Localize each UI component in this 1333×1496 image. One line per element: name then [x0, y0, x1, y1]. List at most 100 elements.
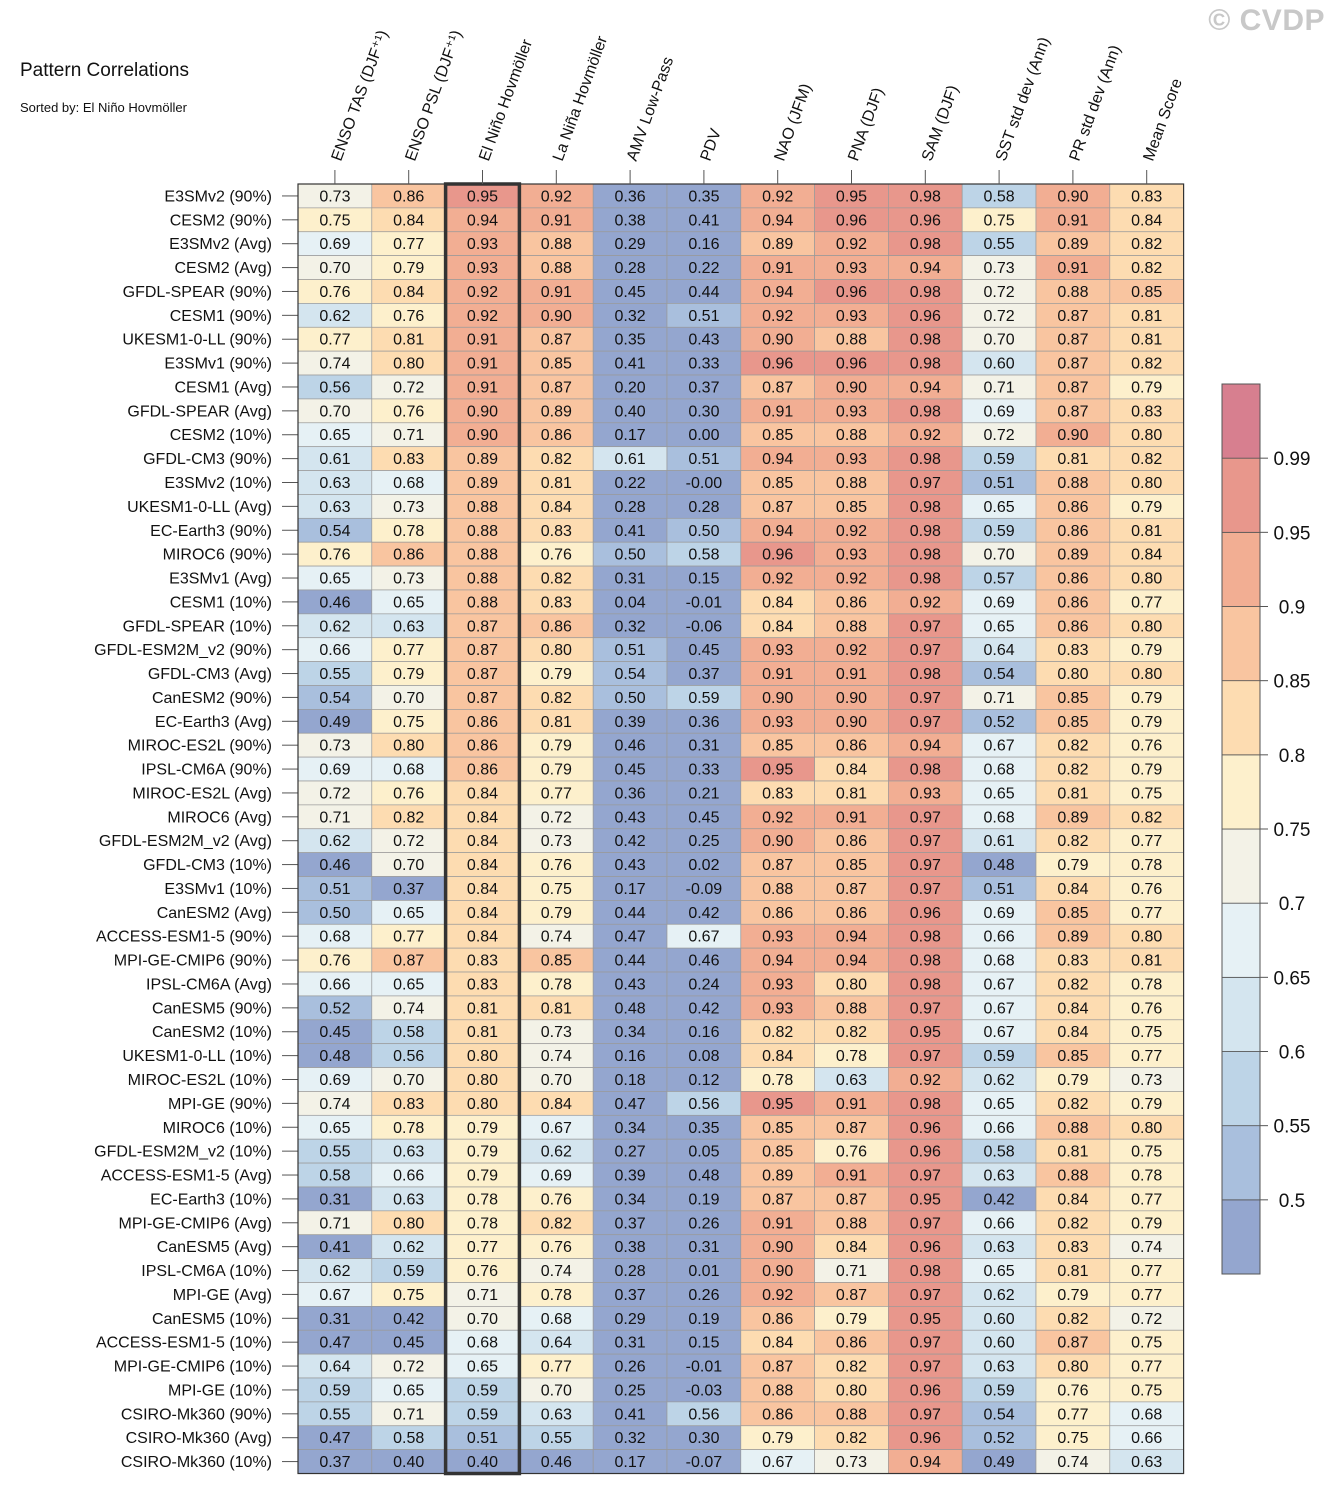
cell-value: 0.76 — [836, 1144, 867, 1161]
cell-value: 0.63 — [541, 1406, 572, 1423]
cell-value: 0.50 — [615, 547, 646, 564]
cell-value: 0.42 — [688, 1000, 719, 1017]
cell-value: 0.88 — [762, 881, 793, 898]
cell-value: 0.71 — [467, 1287, 498, 1304]
cell-value: 0.75 — [1131, 1024, 1162, 1041]
cell-value: 0.45 — [615, 284, 646, 301]
cell-value: 0.55 — [984, 236, 1015, 253]
cell-value: 0.96 — [910, 1144, 941, 1161]
cell-value: 0.91 — [836, 1168, 867, 1185]
cell-value: 0.86 — [393, 547, 424, 564]
cell-value: 0.32 — [615, 618, 646, 635]
column-header: ENSO TAS (DJF⁺¹) — [329, 28, 392, 163]
cell-value: 0.80 — [1131, 475, 1162, 492]
colorbar-swatch — [1221, 902, 1261, 978]
cell-value: 0.72 — [393, 1359, 424, 1376]
cell-value: 0.80 — [1131, 666, 1162, 683]
column-header: SST std dev (Ann) — [993, 35, 1054, 163]
cell-value: 0.96 — [910, 1239, 941, 1256]
cell-value: 0.80 — [467, 1048, 498, 1065]
cell-value: 0.51 — [319, 881, 350, 898]
cell-value: 0.37 — [688, 666, 719, 683]
cell-value: 0.83 — [762, 785, 793, 802]
cell-value: 0.71 — [319, 809, 350, 826]
colorbar-swatch — [1221, 383, 1261, 459]
cell-value: 0.26 — [688, 1287, 719, 1304]
cell-value: 0.93 — [467, 260, 498, 277]
cell-value: 0.74 — [319, 356, 350, 373]
colorbar-swatch — [1221, 754, 1261, 830]
cell-value: 0.68 — [393, 762, 424, 779]
cell-value: 0.95 — [910, 1311, 941, 1328]
cell-value: 0.76 — [541, 1239, 572, 1256]
cell-value: 0.43 — [615, 809, 646, 826]
cell-value: 0.68 — [541, 1311, 572, 1328]
cell-value: 0.37 — [615, 1287, 646, 1304]
cell-value: 0.96 — [762, 356, 793, 373]
cell-value: 0.74 — [1131, 1239, 1162, 1256]
cell-value: 0.20 — [615, 379, 646, 396]
cell-value: 0.70 — [393, 690, 424, 707]
row-label: MIROC6 (10%) — [163, 1120, 272, 1137]
cell-value: 0.40 — [393, 1454, 424, 1471]
cell-value: 0.91 — [1057, 260, 1088, 277]
cell-value: 0.47 — [615, 929, 646, 946]
cell-value: 0.59 — [984, 1048, 1015, 1065]
cell-value: 0.46 — [319, 857, 350, 874]
cell-value: 0.84 — [467, 833, 498, 850]
column-header: La Niña Hovmöller — [550, 33, 611, 163]
cell-value: 0.94 — [762, 953, 793, 970]
cell-value: 0.86 — [541, 618, 572, 635]
cell-value: 0.88 — [541, 236, 572, 253]
cell-value: 0.46 — [541, 1454, 572, 1471]
cell-value: 0.96 — [910, 212, 941, 229]
row-label: MIROC-ES2L (Avg) — [132, 785, 272, 802]
cell-value: 0.90 — [836, 714, 867, 731]
cell-value: 0.83 — [1057, 1239, 1088, 1256]
column-header: PR std dev (Ann) — [1067, 43, 1125, 163]
cell-value: 0.88 — [467, 594, 498, 611]
cell-value: 0.70 — [319, 403, 350, 420]
row-label: GFDL-ESM2M_v2 (Avg) — [99, 833, 272, 850]
cell-value: 0.37 — [319, 1454, 350, 1471]
cell-value: 0.54 — [984, 666, 1015, 683]
cell-value: 0.74 — [1057, 1454, 1088, 1471]
cell-value: 0.34 — [615, 1191, 646, 1208]
cell-value: 0.66 — [1131, 1430, 1162, 1447]
cell-value: 0.84 — [467, 785, 498, 802]
cell-value: 0.98 — [910, 762, 941, 779]
cell-value: 0.25 — [615, 1382, 646, 1399]
cell-value: 0.93 — [762, 976, 793, 993]
cell-value: 0.87 — [1057, 403, 1088, 420]
cell-value: 0.85 — [541, 953, 572, 970]
cell-value: 0.77 — [393, 236, 424, 253]
cell-value: 0.45 — [319, 1024, 350, 1041]
cell-value: 0.58 — [319, 1168, 350, 1185]
cell-value: 0.86 — [836, 1335, 867, 1352]
colorbar-label: 0.55 — [1274, 1117, 1311, 1138]
cell-value: 0.73 — [541, 1024, 572, 1041]
cell-value: 0.19 — [688, 1311, 719, 1328]
row-label: GFDL-SPEAR (10%) — [123, 618, 272, 635]
cell-value: 0.79 — [393, 666, 424, 683]
cell-value: 0.98 — [910, 332, 941, 349]
cell-value: 0.24 — [688, 976, 719, 993]
cell-value: 0.77 — [1131, 1359, 1162, 1376]
column-header: SAM (DJF) — [919, 83, 962, 163]
cell-value: 0.65 — [984, 618, 1015, 635]
cell-value: 0.98 — [910, 1096, 941, 1113]
cell-value: 0.62 — [319, 618, 350, 635]
cell-value: 0.92 — [910, 1072, 941, 1089]
cell-value: 0.86 — [541, 427, 572, 444]
cell-value: 0.70 — [319, 260, 350, 277]
cell-value: 0.82 — [1131, 356, 1162, 373]
cell-value: 0.02 — [688, 857, 719, 874]
cell-value: 0.40 — [615, 403, 646, 420]
cell-value: 0.31 — [688, 1239, 719, 1256]
colorbar-label: 0.99 — [1274, 449, 1311, 470]
cell-value: 0.05 — [688, 1144, 719, 1161]
cell-value: 0.80 — [393, 1215, 424, 1232]
cell-value: 0.87 — [467, 642, 498, 659]
cell-value: 0.29 — [615, 236, 646, 253]
cell-value: 0.43 — [615, 976, 646, 993]
